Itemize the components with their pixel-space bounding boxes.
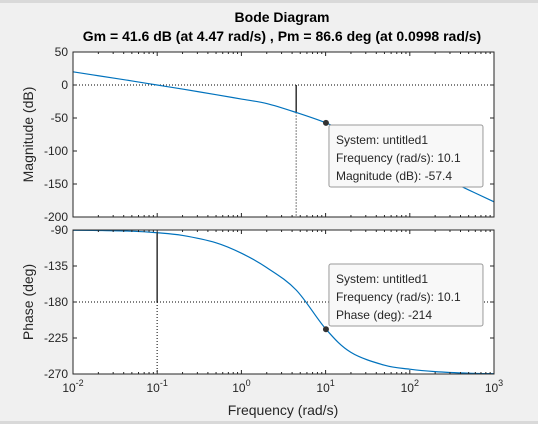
magnitude-axes: 50 0 -50 -100 -150 -200 — [44, 45, 495, 224]
datatip-line: Phase (deg): -214 — [336, 308, 432, 322]
magnitude-datatip[interactable]: System: untitled1 Frequency (rad/s): 10.1… — [322, 119, 484, 188]
chart-title: Bode Diagram — [235, 9, 330, 25]
y-tick-label: -135 — [44, 259, 68, 273]
datatip-line: Frequency (rad/s): 10.1 — [336, 151, 461, 165]
y-tick-label: 0 — [61, 78, 68, 92]
phase-series[interactable] — [72, 229, 495, 375]
phase-subplot[interactable]: -90 -135 -180 -225 -270 Phase (deg) System: … — [20, 223, 495, 381]
y-tick-label: -150 — [44, 177, 68, 191]
magnitude-subplot[interactable]: 50 0 -50 -100 -150 -200 Magnitude (dB) System… — [20, 45, 495, 224]
x-tick-label: 10-1 — [147, 378, 168, 395]
datatip-line: System: untitled1 — [336, 133, 428, 147]
phase-y-label: Phase (deg) — [20, 264, 36, 340]
phase-axes: -90 -135 -180 -225 -270 — [44, 223, 495, 381]
datatip-marker — [322, 326, 329, 333]
y-tick-label: -90 — [51, 223, 69, 237]
x-tick-label: 101 — [316, 378, 334, 395]
x-tick-label: 103 — [485, 378, 503, 395]
magnitude-y-label: Magnitude (dB) — [20, 87, 36, 183]
x-tick-label: 102 — [401, 378, 419, 395]
x-tick-label: 100 — [232, 378, 250, 395]
datatip-line: System: untitled1 — [336, 272, 428, 286]
y-tick-label: -225 — [44, 331, 68, 345]
chart-subtitle: Gm = 41.6 dB (at 4.47 rad/s) , Pm = 86.6… — [83, 28, 481, 44]
datatip-box — [328, 263, 484, 327]
phase-datatip[interactable]: System: untitled1 Frequency (rad/s): 10.1… — [322, 263, 484, 333]
datatip-line: Frequency (rad/s): 10.1 — [336, 290, 461, 304]
datatip-box — [328, 124, 484, 188]
datatip-line: Magnitude (dB): -57.4 — [336, 169, 452, 183]
window-bottom-edge — [0, 421, 538, 424]
y-tick-label: 50 — [55, 45, 69, 59]
y-tick-label: -100 — [44, 144, 68, 158]
x-axis-label: Frequency (rad/s) — [228, 402, 338, 418]
datatip-marker — [322, 119, 329, 126]
series-line — [72, 229, 495, 375]
y-tick-label: -50 — [51, 111, 69, 125]
window-top-edge — [0, 0, 538, 3]
y-tick-label: -180 — [44, 295, 68, 309]
y-tick-label: -200 — [44, 210, 68, 224]
x-tick-label: 10-2 — [62, 378, 83, 395]
axes-frame — [72, 51, 495, 218]
x-tick-labels: 10-2 10-1 100 101 102 103 — [62, 378, 503, 395]
y-tick-label: -270 — [44, 367, 68, 381]
